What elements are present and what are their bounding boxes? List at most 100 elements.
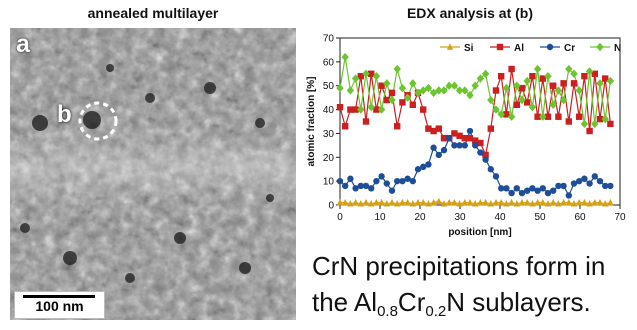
data-point-cr (399, 177, 406, 185)
data-point-cr (607, 182, 614, 190)
x-tick-label: 0 (337, 212, 343, 223)
data-point-n (481, 69, 490, 78)
data-point-al (342, 123, 349, 130)
data-point-al (357, 72, 364, 80)
data-point-si (482, 198, 489, 206)
data-point-si (451, 198, 458, 206)
data-point-cr (508, 189, 515, 197)
data-point-cr (570, 180, 578, 187)
data-point-cr (492, 173, 500, 180)
data-point-si (336, 198, 344, 206)
caption-text-cr: Cr (397, 287, 426, 317)
data-point-cr (482, 156, 489, 163)
data-point-cr (461, 142, 468, 149)
data-point-n (559, 95, 568, 105)
data-point-cr (503, 185, 510, 192)
data-point-al (492, 87, 500, 94)
caption-sub-al: 0.8 (377, 303, 398, 320)
panel-letter: a (16, 30, 30, 58)
data-point-n (362, 69, 370, 78)
x-tick-label: 60 (574, 212, 586, 223)
data-point-cr (565, 192, 572, 199)
data-point-al (440, 135, 448, 142)
data-point-n (606, 76, 615, 86)
data-point-si (487, 200, 494, 207)
data-point-n (575, 86, 583, 95)
data-point-si (368, 200, 375, 207)
data-point-si (430, 198, 437, 206)
data-point-n (565, 64, 573, 74)
data-point-si (409, 200, 416, 207)
data-point-si (544, 200, 552, 207)
data-point-si (362, 198, 370, 206)
data-point-al (368, 70, 375, 77)
y-tick-label: 50 (323, 81, 335, 92)
legend-label-cr: Cr (564, 43, 575, 54)
data-point-si (602, 200, 609, 207)
data-point-al (482, 151, 489, 159)
y-axis-label: atomic fraction [%] (306, 76, 317, 166)
data-point-n (398, 83, 407, 93)
data-point-al (487, 125, 494, 132)
data-point-si (435, 197, 442, 205)
tem-panel-title: annealed multilayer (87, 5, 219, 21)
data-point-al (399, 99, 406, 106)
data-point-si (524, 198, 531, 206)
legend-marker-n (596, 42, 604, 52)
data-point-al (347, 106, 354, 113)
data-point-cr (414, 166, 422, 173)
data-point-al (555, 113, 562, 120)
data-point-cr (524, 187, 531, 194)
data-point-n (585, 67, 594, 76)
data-point-n (357, 105, 365, 114)
legend-label-al: Al (514, 43, 524, 54)
data-point-si (503, 200, 510, 207)
tem-micrograph: a b 100 nm (10, 28, 296, 320)
data-point-al (409, 101, 416, 108)
data-point-si (472, 200, 479, 207)
data-point-si (555, 200, 562, 207)
data-point-cr (425, 161, 432, 168)
data-point-si (560, 198, 567, 206)
data-point-al (425, 125, 432, 132)
data-point-al (596, 115, 604, 123)
data-point-al (581, 72, 588, 80)
data-point-cr (420, 163, 427, 171)
data-point-cr (477, 149, 484, 156)
data-point-si (518, 198, 526, 206)
data-point-si (586, 200, 593, 207)
data-point-cr (368, 185, 375, 192)
data-point-cr (529, 185, 536, 192)
data-point-cr (576, 177, 583, 185)
legend-marker-cr (546, 43, 554, 51)
data-point-cr (487, 166, 494, 173)
data-point-si (373, 198, 380, 206)
data-point-cr (560, 182, 567, 190)
data-point-al (388, 89, 396, 97)
data-point-si (570, 200, 578, 207)
data-point-si (383, 200, 390, 207)
point-b-marker (78, 101, 118, 141)
data-point-al (383, 96, 390, 104)
data-point-al (539, 75, 546, 82)
data-point-al (456, 132, 463, 140)
caption-line-2: the Al0.8Cr0.2N sublayers. (312, 284, 605, 330)
data-point-cr (596, 177, 604, 185)
data-point-n (497, 110, 505, 119)
data-point-n (455, 86, 464, 95)
data-point-n (403, 93, 412, 102)
data-point-al (378, 82, 385, 89)
data-point-n (544, 71, 552, 81)
data-point-al (477, 139, 484, 147)
data-point-si (581, 198, 588, 206)
data-point-al (570, 80, 578, 87)
data-point-al (518, 84, 526, 92)
data-point-al (513, 101, 520, 108)
data-point-si (550, 198, 557, 206)
point-label: b (57, 101, 72, 128)
x-tick-label: 40 (494, 212, 506, 223)
data-point-cr (446, 135, 453, 142)
data-point-al (607, 120, 614, 128)
data-point-cr (394, 177, 401, 185)
data-point-cr (466, 127, 474, 135)
